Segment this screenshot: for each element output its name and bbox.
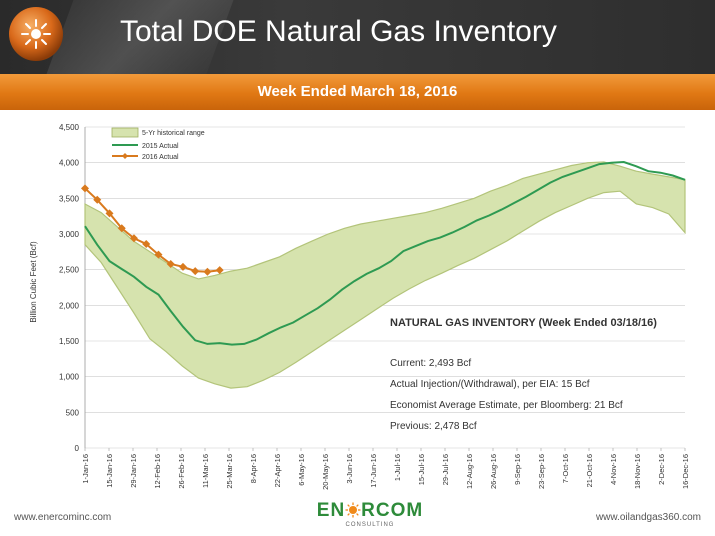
- y-tick-label: 4,000: [59, 159, 80, 168]
- data-point-2016: [105, 209, 114, 218]
- annotation-current: Current: 2,493 Bcf: [390, 358, 471, 369]
- x-tick-label: 18-Nov-16: [633, 454, 642, 489]
- x-tick-label: 1-Jan-16: [81, 454, 90, 484]
- legend-label-2015: 2015 Actual: [142, 143, 179, 150]
- data-point-2016: [178, 262, 187, 271]
- slide-header: Total DOE Natural Gas Inventory: [0, 0, 715, 74]
- x-tick-label: 23-Sep-16: [537, 454, 546, 489]
- x-tick-label: 15-Jul-16: [417, 454, 426, 485]
- x-tick-label: 16-Dec-16: [681, 454, 690, 489]
- enercom-logo: EN RCOM CONSULTING: [310, 500, 430, 534]
- brand-text-pre: EN: [316, 500, 346, 521]
- x-tick-label: 11-Mar-16: [201, 454, 210, 488]
- series-markers-2016: [81, 184, 224, 276]
- footer-right-url[interactable]: www.oilandgas360.com: [595, 512, 701, 523]
- y-tick-label: 1,500: [59, 337, 80, 346]
- x-tick-labels: 1-Jan-16 15-Jan-16 29-Jan-16 12-Feb-16 26-Fe…: [81, 454, 690, 490]
- x-tick-label: 29-Jan-16: [129, 454, 138, 488]
- x-tick-label: 4-Nov-16: [609, 454, 618, 485]
- historical-range-area: [84, 161, 686, 389]
- annotation-injection: Actual Injection/(Withdrawal), per EIA: …: [390, 379, 590, 390]
- x-tick-label: 26-Aug-16: [489, 454, 498, 489]
- y-tick-label: 2,000: [59, 301, 80, 310]
- y-tick-label: 2,500: [59, 266, 80, 275]
- data-point-2016: [142, 239, 151, 248]
- x-tick-label: 1-Jul-16: [393, 454, 402, 481]
- data-point-2016: [81, 184, 89, 193]
- inventory-annotation: NATURAL GAS INVENTORY (Week Ended 03/18/…: [390, 317, 657, 432]
- subtitle-bar: Week Ended March 18, 2016: [0, 74, 715, 110]
- x-tick-label: 8-Apr-16: [249, 454, 258, 483]
- series-line-2015: [84, 160, 686, 346]
- y-axis-label: Billion Cubic Feet (Bcf): [29, 241, 38, 323]
- legend-label-2016: 2016 Actual: [142, 154, 179, 161]
- x-tick-label: 12-Feb-16: [153, 454, 162, 489]
- y-tick-labels: 0 500 1,000 1,500 2,000 2,500 3,000 3,500 4,000 4…: [59, 123, 80, 453]
- data-point-2016: [166, 259, 175, 268]
- y-tick-label: 4,500: [59, 123, 80, 132]
- inventory-chart: 0 500 1,000 1,500 2,000 2,500 3,000 3,500 4,000 4…: [29, 123, 690, 490]
- data-point-2016: [154, 250, 163, 259]
- chart-legend: 5-Yr historical range 2015 Actual 2016 A…: [111, 127, 205, 161]
- legend-label-range: 5-Yr historical range: [142, 130, 205, 137]
- data-point-2016: [215, 266, 224, 275]
- y-tick-label: 3,000: [59, 230, 80, 239]
- data-point-2016: [129, 234, 138, 243]
- slide-title: Total DOE Natural Gas Inventory: [120, 15, 557, 48]
- sun-logo-icon: [345, 502, 361, 518]
- x-tick-label: 12-Aug-16: [465, 454, 474, 489]
- brand-text-post: RCOM: [361, 500, 424, 521]
- x-tick-label: 15-Jan-16: [105, 454, 114, 488]
- y-tick-label: 3,500: [59, 194, 80, 203]
- x-tick-label: 26-Feb-16: [177, 454, 186, 489]
- brand-subtitle: CONSULTING: [345, 522, 395, 528]
- data-point-2016: [191, 267, 200, 276]
- x-tick-label: 22-Apr-16: [273, 454, 282, 487]
- annotation-heading: NATURAL GAS INVENTORY (Week Ended 03/18/…: [390, 317, 657, 329]
- data-point-2016: [203, 267, 212, 276]
- slide-subtitle: Week Ended March 18, 2016: [257, 83, 458, 100]
- x-tick-label: 2-Dec-16: [657, 454, 666, 485]
- y-tick-label: 1,000: [59, 373, 80, 382]
- x-tick-label: 7-Oct-16: [561, 454, 570, 483]
- data-point-2016: [117, 224, 126, 233]
- data-point-2016: [93, 195, 102, 204]
- x-tick-label: 3-Jun-16: [345, 454, 354, 484]
- x-tick-label: 29-Jul-16: [441, 454, 450, 485]
- x-tick-label: 6-May-16: [297, 454, 306, 486]
- y-tick-label: 0: [75, 444, 80, 453]
- x-tick-label: 20-May-16: [321, 454, 330, 490]
- x-tick-label: 21-Oct-16: [585, 454, 594, 487]
- y-tick-label: 500: [66, 408, 80, 417]
- x-tick-label: 25-Mar-16: [225, 454, 234, 489]
- x-tick-label: 17-Jun-16: [369, 454, 378, 488]
- enercom-sun-icon: [9, 7, 63, 61]
- footer-left-url[interactable]: www.enercominc.com: [14, 512, 112, 523]
- annotation-estimate: Economist Average Estimate, per Bloomber…: [390, 400, 623, 411]
- x-tick-label: 9-Sep-16: [513, 454, 522, 485]
- annotation-previous: Previous: 2,478 Bcf: [390, 421, 477, 432]
- slide-footer: www.enercominc.com EN RCOM CONSULTING www…: [0, 498, 715, 536]
